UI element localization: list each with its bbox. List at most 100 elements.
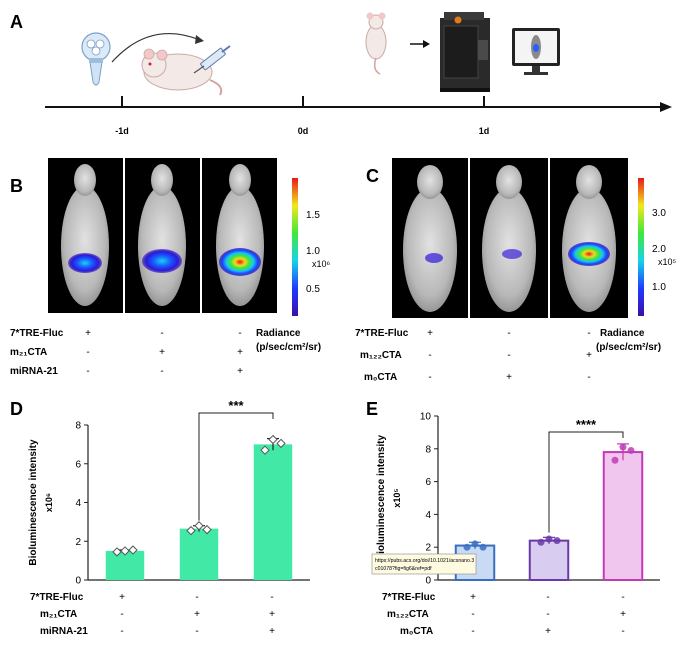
cond-d-r2c3: +: [269, 609, 275, 620]
chart-d-point-1-3: [128, 545, 138, 555]
cond-e-row2-label: m₁₂₂CTA: [387, 609, 429, 620]
cell-tube-icon: [81, 32, 111, 86]
chart-d-ytick-label-2: 4: [75, 498, 81, 509]
chart-e-significance-label: ****: [576, 417, 597, 432]
cond-c-row1-label: 7*TRE-Fluc: [355, 328, 409, 339]
chart-d-point-1-2: [120, 546, 130, 556]
colorbar-c-tick-2: 2.0: [652, 244, 666, 255]
chart-e-point-3-2: [619, 443, 627, 451]
cond-e-r2c2: -: [546, 609, 549, 620]
timeline-label-2: 0d: [298, 126, 309, 136]
chart-e-ytick-label-2: 4: [425, 510, 431, 521]
condition-table-b: 7*TRE-Fluc m₂₁CTA miRNA-21 + - - - + + -…: [10, 328, 243, 377]
cond-d-row2-label: m₂₁CTA: [40, 609, 77, 620]
colorbar-b-tick-3: 0.5: [306, 284, 320, 295]
timeline-label-3: 1d: [479, 126, 490, 136]
chart-d-ytick-label-4: 8: [75, 421, 81, 432]
chart-e-yunit: x10⁵: [392, 488, 402, 507]
radiance-b-unit: (p/sec/cm²/sr): [256, 342, 321, 353]
cond-b-r2c2: +: [159, 347, 165, 358]
cond-e-r1c3: -: [621, 592, 624, 603]
colorbar-c: [638, 178, 644, 316]
radiance-c-title: Radiance: [600, 328, 645, 339]
cond-b-row3-label: miRNA-21: [10, 366, 58, 377]
cond-c-r3c2: +: [506, 372, 512, 383]
mouse-images-b: [48, 158, 277, 313]
cond-e-r1c2: -: [546, 592, 549, 603]
curved-arrow: [111, 33, 201, 63]
cond-e-r1c1: +: [470, 592, 476, 603]
cond-b-r1c3: -: [238, 328, 241, 339]
curved-arrow-head: [195, 35, 204, 44]
chart-e-ytick-label-3: 6: [425, 477, 431, 488]
cond-c-r1c1: +: [427, 328, 433, 339]
radiance-b-title: Radiance: [256, 328, 301, 339]
cond-c-row2-label: m₁₂₂CTA: [360, 350, 402, 361]
panel-b: B 1.5 1.0 x10⁶ 0.5: [10, 158, 331, 377]
cond-e-r3c3: -: [621, 626, 624, 637]
url-tooltip-line-2: c01078?fig=fig6&ref=pdf: [375, 566, 432, 572]
panel-a-letter: A: [10, 12, 23, 32]
chart-e-point-1-1: [463, 543, 471, 551]
chart-d-bar-2: [179, 528, 219, 580]
colorbar-c-tick-3: 1.0: [652, 282, 666, 293]
chart-d-ytick-label-0: 0: [75, 576, 81, 587]
cond-b-r3c3: +: [237, 366, 243, 377]
chart-d-point-3-3: [276, 438, 286, 449]
chart-d-point-3-1: [260, 445, 270, 455]
radiance-c-unit: (p/sec/cm²/sr): [596, 342, 661, 353]
panel-e-letter: E: [366, 399, 378, 419]
chart-e-ytick-label-4: 8: [425, 444, 431, 455]
cond-c-r1c2: -: [507, 328, 510, 339]
chart-e-point-2-1: [537, 538, 545, 546]
colorbar-b-tick-2: 1.0: [306, 246, 320, 257]
cond-c-r2c2: -: [507, 350, 510, 361]
cond-b-r2c3: +: [237, 347, 243, 358]
chart-d-ytick-label-1: 2: [75, 537, 81, 548]
syringe-icon: [193, 45, 231, 74]
timeline-label-1: -1d: [115, 126, 129, 136]
cond-b-r3c2: -: [160, 366, 163, 377]
cond-e-r2c3: +: [620, 609, 626, 620]
mouse-image-b-3: [202, 158, 277, 313]
chart-e: 0 2 4 6 8 10 Bioluminescence intensity x10⁵ ****: [376, 412, 660, 587]
cond-e-row3-label: m₀CTA: [400, 626, 433, 637]
cond-b-r1c2: -: [160, 328, 163, 339]
chart-e-point-1-2: [471, 540, 479, 548]
url-tooltip-line-1: https://pubs.acs.org/doi/10.1021/acsnano…: [375, 558, 474, 564]
mouse-standing-icon: [365, 12, 387, 75]
chart-d-point-3-2: [268, 434, 278, 445]
chart-e-bar-2: [528, 539, 570, 582]
panel-b-letter: B: [10, 176, 23, 196]
chart-e-ylabel: Bioluminescence intensity: [376, 434, 387, 561]
panel-c: C 3.0 2.0 x10⁵ 1.0: [355, 158, 677, 383]
cond-d-r2c1: -: [120, 609, 123, 620]
cond-b-r2c1: -: [86, 347, 89, 358]
cond-d-r1c1: +: [119, 592, 125, 603]
chart-e-bar-3: [602, 451, 644, 581]
cond-b-row1-label: 7*TRE-Fluc: [10, 328, 64, 339]
chart-d-significance-bracket: [198, 412, 274, 521]
panel-e: E 0 2 4 6 8 10 Bioluminescence intensity x10⁵ **…: [366, 399, 660, 637]
panel-d-letter: D: [10, 399, 23, 419]
chart-e-point-1-3: [479, 543, 487, 551]
cond-c-r2c1: -: [428, 350, 431, 361]
chart-e-point-2-2: [545, 535, 553, 543]
chart-d-point-2-2: [194, 521, 204, 531]
monitor-icon: [512, 28, 560, 75]
chart-d-yunit: x10⁶: [44, 493, 54, 512]
cond-b-r1c1: +: [85, 328, 91, 339]
chart-d-point-2-1: [186, 525, 196, 536]
cond-b-row2-label: m₂₁CTA: [10, 347, 47, 358]
condition-table-d: 7*TRE-Fluc m₂₁CTA miRNA-21 + - - - + + -…: [30, 592, 275, 637]
chart-d: 0 2 4 6 8 Bioluminescence intensity x10⁶ ***: [28, 398, 310, 587]
mouse-image-c-1: [392, 158, 468, 318]
cond-c-r1c3: -: [587, 328, 590, 339]
ivis-imager-icon: [440, 12, 490, 92]
cond-d-r3c3: +: [269, 626, 275, 637]
arrow-to-imager-head: [423, 40, 430, 48]
chart-e-ytick-label-5: 10: [420, 412, 432, 423]
cond-e-r2c1: -: [471, 609, 474, 620]
condition-table-c: 7*TRE-Fluc m₁₂₂CTA m₀CTA + - - - - + - +…: [355, 328, 592, 383]
